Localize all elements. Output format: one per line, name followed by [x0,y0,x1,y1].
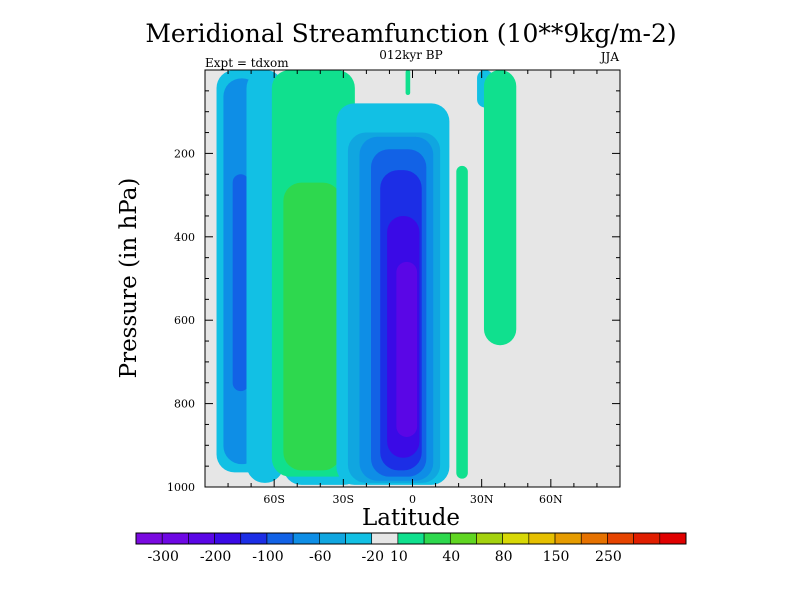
colorbar-box [371,532,399,545]
colorbar-box [476,532,503,545]
colorbar-box [423,532,451,545]
x-tick-label: 30S [333,493,355,506]
colorbar-label: 80 [495,549,513,565]
x-tick-label: 60N [539,493,563,506]
colorbar-box [659,532,687,545]
contour-region-2 [232,174,249,392]
x-tick-label: 0 [409,493,416,506]
colorbar-label: -20 [361,549,384,565]
y-axis-label: Pressure (in hPa) [116,178,142,379]
chart-title: Meridional Streamfunction (10**9kg/m-2) [145,19,676,48]
y-tick-label: 400 [174,231,195,244]
y-tick-label: 200 [174,147,195,160]
colorbar-label: 40 [442,549,460,565]
colorbar-label: 250 [595,549,622,565]
chart-subtitle: 012kyr BP [379,48,442,62]
y-tick-label: 600 [174,314,195,327]
colorbar-box [135,532,163,545]
colorbar-box [188,532,215,545]
colorbar-box [528,532,556,545]
contour-region-13 [396,261,418,437]
colorbar-box [633,532,661,545]
colorbar-box [240,532,268,545]
colorbar-label: 150 [543,549,570,565]
colorbar-label: 10 [390,549,408,565]
colorbar-box [397,532,425,545]
colorbar-box [266,532,294,545]
x-axis-label: Latitude [362,505,460,531]
y-tick-label: 1000 [167,481,195,494]
contour-region-6 [283,182,342,471]
contour-region-14 [456,165,468,479]
colorbar-label: -60 [309,549,332,565]
x-tick-label: 30N [470,493,494,506]
colorbar-label: -300 [147,549,178,565]
colorbar-box [214,532,242,545]
colorbar-label: -200 [200,549,231,565]
experiment-label: Expt = tdxom [205,56,289,70]
colorbar-label: -100 [252,549,283,565]
colorbar-box [554,532,582,545]
contour-region-17 [405,70,411,96]
x-tick-label: 60S [263,493,285,506]
season-label: JJA [599,50,620,64]
y-tick-label: 800 [174,398,195,411]
colorbar-box [161,532,189,545]
colorbar-box [319,532,346,545]
colorbar-box [580,532,608,545]
colorbar-box [292,532,320,545]
colorbar-box [345,532,373,545]
colorbar-box [607,532,634,545]
contour-region-16 [483,70,517,346]
colorbar-box [502,532,530,545]
colorbar-frame [135,532,687,545]
colorbar-box [449,532,477,545]
